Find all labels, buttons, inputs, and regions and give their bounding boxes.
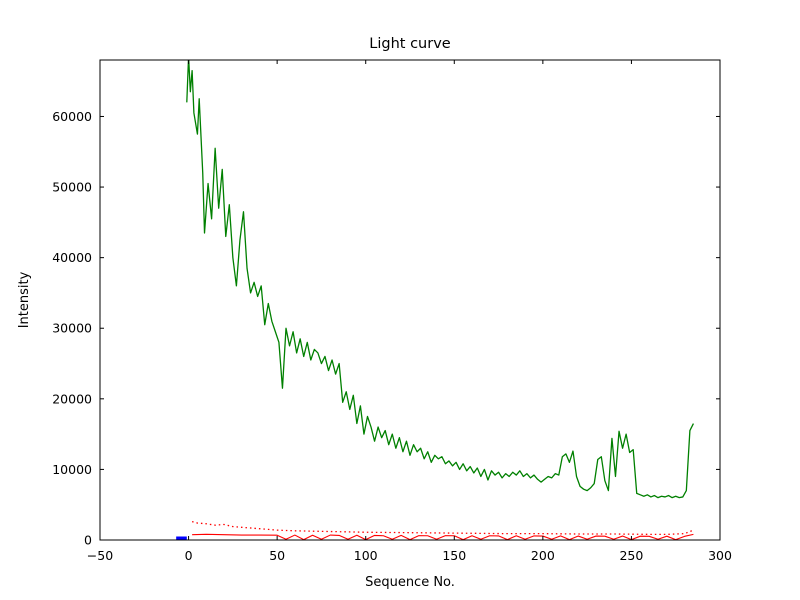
x-tick-label: 100 [354, 548, 378, 563]
x-tick-label: 300 [708, 548, 732, 563]
y-axis-label: Intensity [17, 271, 32, 328]
chart-title: Light curve [369, 36, 451, 52]
x-tick-label: −50 [87, 548, 113, 563]
y-tick-label: 50000 [52, 180, 92, 195]
plot-background [100, 60, 720, 540]
y-tick-label: 20000 [52, 391, 92, 406]
y-tick-label: 10000 [52, 462, 92, 477]
x-tick-label: 50 [269, 548, 285, 563]
x-tick-label: 250 [619, 548, 643, 563]
y-tick-label: 40000 [52, 250, 92, 265]
series-background-red-dotted [191, 521, 694, 535]
x-tick-label: 150 [442, 548, 466, 563]
y-tick-label: 30000 [52, 321, 92, 336]
axes-frame [99, 59, 721, 541]
x-tick-label: 0 [185, 548, 193, 563]
series-intensity-green [186, 60, 695, 499]
y-tick-label: 0 [84, 533, 92, 548]
y-tick-label: 60000 [52, 109, 92, 124]
x-tick-label: 200 [531, 548, 555, 563]
x-axis-label: Sequence No. [365, 575, 455, 590]
